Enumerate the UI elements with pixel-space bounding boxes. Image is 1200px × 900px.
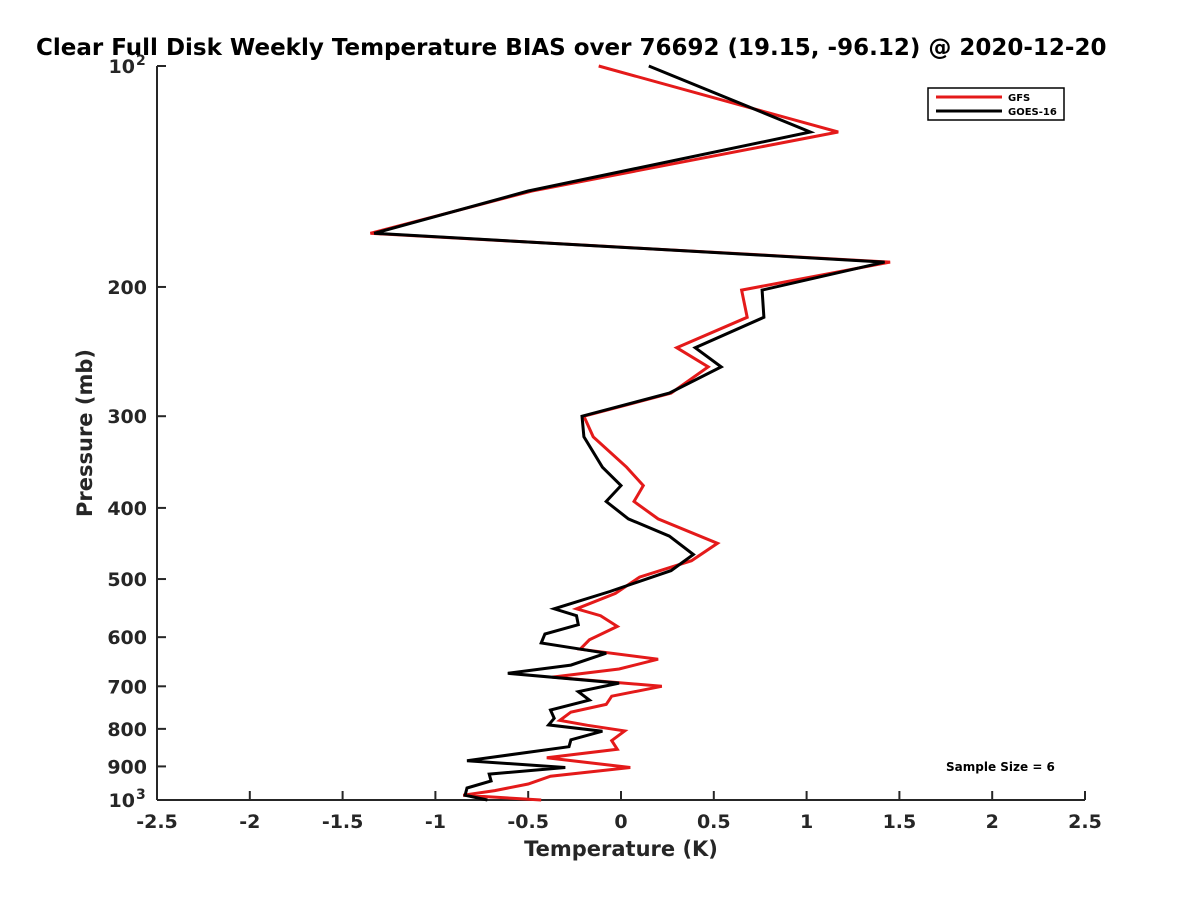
y-tick-label: 10 bbox=[109, 790, 135, 812]
y-axis-label: Pressure (mb) bbox=[73, 349, 97, 517]
x-tick-label: 0 bbox=[614, 811, 627, 833]
y-tick-label: 500 bbox=[107, 569, 147, 591]
legend: GFS GOES-16 bbox=[927, 87, 1065, 121]
x-tick-label: -2 bbox=[239, 811, 260, 833]
x-tick-label: 1 bbox=[800, 811, 813, 833]
y-tick-label: 800 bbox=[107, 719, 147, 741]
y-tick-label: 400 bbox=[107, 498, 147, 520]
y-tick-label: 600 bbox=[107, 627, 147, 649]
legend-entry: GFS bbox=[1008, 93, 1030, 104]
x-tick-label: -1.5 bbox=[322, 811, 364, 833]
y-tick-exponent: 2 bbox=[136, 53, 146, 69]
y-tick-label: 900 bbox=[107, 756, 147, 778]
series-line-gfs bbox=[370, 64, 891, 802]
x-tick-label: -1 bbox=[425, 811, 446, 833]
y-tick-label: 200 bbox=[107, 277, 147, 299]
legend-box bbox=[927, 87, 1065, 121]
series-line-goes-16 bbox=[373, 64, 885, 802]
y-tick-exponent: 3 bbox=[136, 787, 146, 803]
sample-size-annotation: Sample Size = 6 bbox=[946, 760, 1055, 774]
x-tick-label: 0.5 bbox=[697, 811, 731, 833]
y-tick-label: 700 bbox=[107, 676, 147, 698]
x-tick-label: -0.5 bbox=[507, 811, 549, 833]
x-tick-label: 2.5 bbox=[1068, 811, 1102, 833]
x-tick-label: 1.5 bbox=[883, 811, 917, 833]
legend-entry: GOES-16 bbox=[1008, 107, 1057, 118]
y-tick-label: 300 bbox=[107, 406, 147, 428]
x-axis-label: Temperature (K) bbox=[524, 837, 718, 861]
x-tick-label: -2.5 bbox=[136, 811, 178, 833]
plot-area: -2.5 -2 -1.5 -1 -0.5 0 0.5 1 1.5 2 2.510 2200300400… bbox=[73, 53, 1102, 861]
chart-title: Clear Full Disk Weekly Temperature BIAS … bbox=[36, 35, 1106, 61]
y-tick-label: 10 bbox=[109, 56, 135, 78]
x-tick-label: 2 bbox=[986, 811, 999, 833]
